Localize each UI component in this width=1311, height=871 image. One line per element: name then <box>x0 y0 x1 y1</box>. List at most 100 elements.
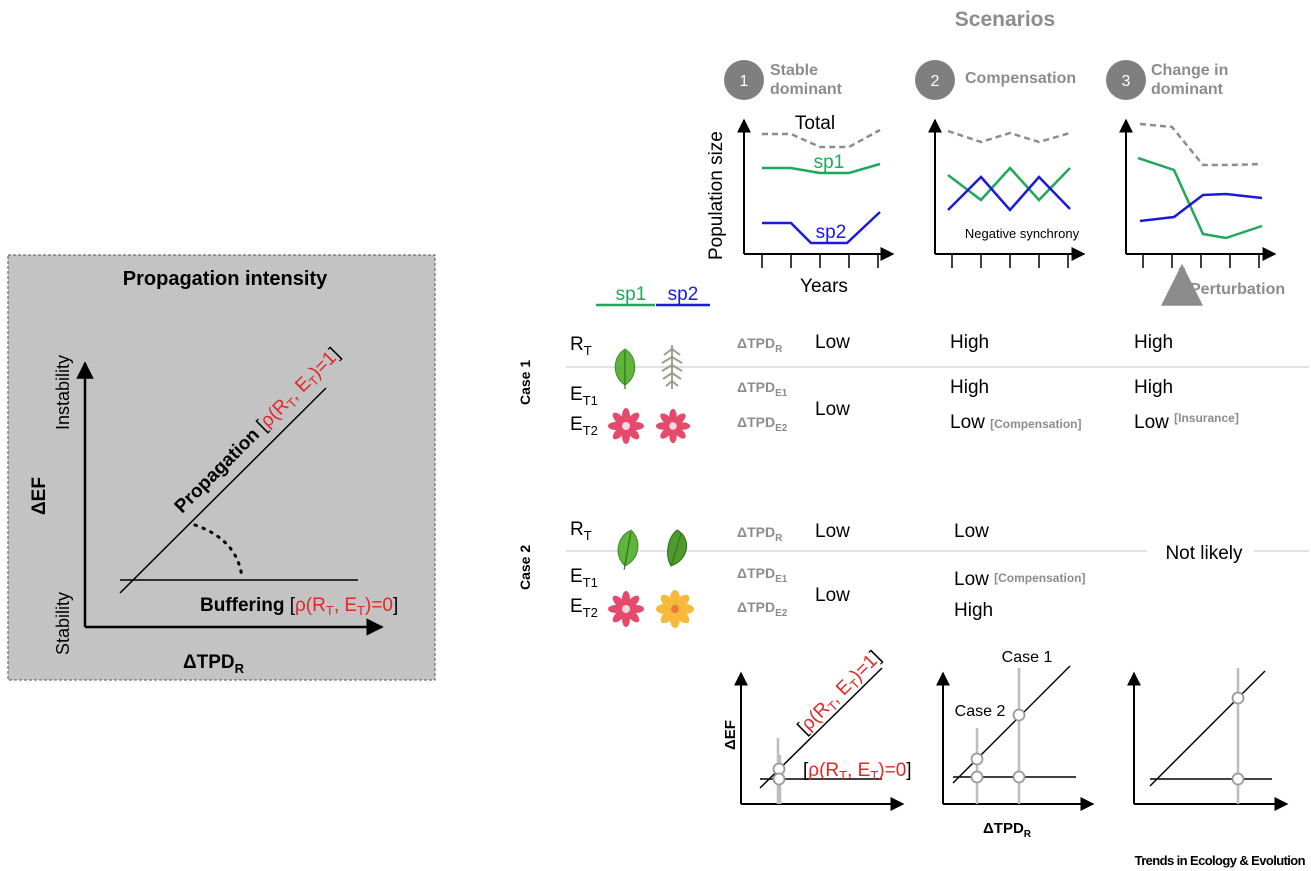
case-2-leaf-sp1-icon <box>613 527 642 572</box>
case-2-row: Case 2 RT ET1 ET2 ΔTPDR ΔTPDE1 ΔTPDE2 Lo… <box>517 519 1309 628</box>
b2-case2-label: Case 2 <box>955 703 1006 720</box>
legend-sp1: sp1 <box>616 284 647 305</box>
s1-sp2-line <box>762 211 881 245</box>
journal-footer: Trends in Ecology & Evolution <box>1135 853 1306 868</box>
buffering-label: Buffering [ρ(RT, ET)=0] <box>200 595 398 618</box>
case-2-et1: ET1 <box>570 566 598 590</box>
case-1-s2-r: High <box>950 332 989 353</box>
case-2-s1-e: Low <box>815 585 850 606</box>
bottom-chart-3 <box>1127 668 1289 811</box>
scenario-3-title-2: dominant <box>1151 81 1224 98</box>
case-1-tpd-e1: ΔTPDE1 <box>737 379 788 399</box>
scenario-2-badge <box>915 60 955 100</box>
scenario-1-chart: Total sp1 sp2 Population size Years <box>706 113 895 297</box>
case-1-s2-e1: High <box>950 377 989 398</box>
s3-sp2-line <box>1139 192 1263 223</box>
case-1-s3-r: High <box>1134 332 1173 353</box>
case-1-s1-r: Low <box>815 332 850 353</box>
case-2-tpd-r: ΔTPDR <box>737 524 783 544</box>
b2-case1-bottom-point <box>1012 770 1026 784</box>
s1-total-line <box>762 128 881 149</box>
s2-negative-sync: Negative synchrony <box>965 226 1080 241</box>
case-2-s3: Not likely <box>1165 543 1243 564</box>
s1-total-label: Total <box>795 113 835 134</box>
case-2-s2-e1: Low [Compensation] <box>954 569 1085 590</box>
propagation-panel: Propagation intensity Instability Stabil… <box>7 254 436 681</box>
case-1-label: Case 1 <box>517 360 533 405</box>
bottom-chart-1: ΔEF [ρ(RT, ET)=1] [ρ(RT, ET)=0] <box>722 647 912 811</box>
case-1-et1: ET1 <box>570 384 598 408</box>
case-1-s1-e: Low <box>815 399 850 420</box>
case-1-tpd-r: ΔTPDR <box>737 335 783 355</box>
case-2-s2-r: Low <box>954 521 989 542</box>
case-2-et2: ET2 <box>570 596 598 620</box>
scenario-2-title: Compensation <box>965 70 1076 87</box>
legend-sp2: sp2 <box>668 284 699 305</box>
panel-title: Propagation intensity <box>123 268 328 290</box>
case-1-flower-sp2-icon <box>655 408 691 444</box>
scenario-3-chart: Perturbation <box>1119 118 1285 306</box>
angle-arc <box>193 523 244 580</box>
b1-point-2 <box>772 772 786 786</box>
scenario-2-chart: Negative synchrony <box>928 118 1086 268</box>
s1-sp2-label: sp2 <box>816 222 847 243</box>
scenario-1-number: 1 <box>740 73 749 90</box>
case-1-tpd-e2: ΔTPDE2 <box>737 414 788 434</box>
case-1-flower-sp1-icon <box>608 408 644 444</box>
b2-case2-top-point <box>970 752 984 766</box>
b3-bottom-point <box>1231 772 1245 786</box>
b3-propagation-line <box>1149 670 1266 787</box>
panel-box <box>7 254 436 681</box>
x-axis-label: ΔTPDR <box>183 652 245 676</box>
s3-sp1-line <box>1137 156 1263 240</box>
scenarios-title: Scenarios <box>955 8 1055 31</box>
b2-x-label: ΔTPDR <box>983 820 1032 840</box>
b3-top-point <box>1231 691 1245 705</box>
b1-y-label: ΔEF <box>722 720 739 750</box>
s2-sp1-line <box>947 166 1071 202</box>
case-1-s2-e2: Low [Compensation] <box>950 412 1081 433</box>
y-bottom-label: Stability <box>53 592 73 655</box>
y-axis-label: ΔEF <box>29 477 50 515</box>
case-2-leaf-sp2-icon <box>667 529 688 567</box>
b2-case2-bottom-point <box>970 770 984 784</box>
s2-ticks <box>951 254 1069 268</box>
s3-ticks <box>1142 254 1260 268</box>
case-2-label: Case 2 <box>517 545 533 590</box>
b2-propagation-line <box>952 665 1071 784</box>
case-1-s3-e2: Low [Insurance] <box>1134 411 1239 433</box>
s3-total-line <box>1139 122 1263 167</box>
scenario-1-badge <box>724 60 764 100</box>
scenario-1-header: 1 Stable dominant <box>724 60 843 100</box>
scenario-2-header: 2 Compensation <box>915 60 1076 100</box>
case-1-leaf-sp1-icon <box>614 348 636 390</box>
case-1-et2: ET2 <box>570 414 598 438</box>
s1-sp1-label: sp1 <box>814 152 845 173</box>
perturbation-label: Perturbation <box>1190 281 1285 298</box>
s2-sp2-line <box>947 175 1071 212</box>
case-2-flower-sp1-icon <box>608 591 644 627</box>
b1-rho1-label: [ρ(RT, ET)=1] <box>794 647 887 740</box>
case-2-rt: RT <box>570 519 592 543</box>
case-1-rt: RT <box>570 334 592 358</box>
s1-y-label: Population size <box>706 131 727 260</box>
scenario-2-number: 2 <box>931 73 940 90</box>
case-2-flower-sp2-icon <box>656 590 694 628</box>
case-2-s1-r: Low <box>815 521 850 542</box>
b2-case1-label: Case 1 <box>1002 649 1053 666</box>
scenario-1-title-2: dominant <box>770 81 843 98</box>
case-1-row: Case 1 RT ET1 ET2 ΔTPDR ΔTPDE1 ΔTPDE2 Lo… <box>517 332 1309 444</box>
case-2-s2-e2: High <box>954 600 993 621</box>
case-1-s3-e1: High <box>1134 377 1173 398</box>
s1-ticks <box>761 254 879 268</box>
y-top-label: Instability <box>53 355 73 430</box>
s2-total-line <box>947 129 1071 144</box>
scenario-3-number: 3 <box>1122 73 1131 90</box>
case-2-tpd-e2: ΔTPDE2 <box>737 599 788 619</box>
scenario-3-title-1: Change in <box>1151 62 1228 79</box>
b1-rho0-label: [ρ(RT, ET)=0] <box>803 760 912 783</box>
case-2-tpd-e1: ΔTPDE1 <box>737 565 788 585</box>
scenario-3-header: 3 Change in dominant <box>1106 60 1228 100</box>
s1-x-label: Years <box>800 276 848 297</box>
